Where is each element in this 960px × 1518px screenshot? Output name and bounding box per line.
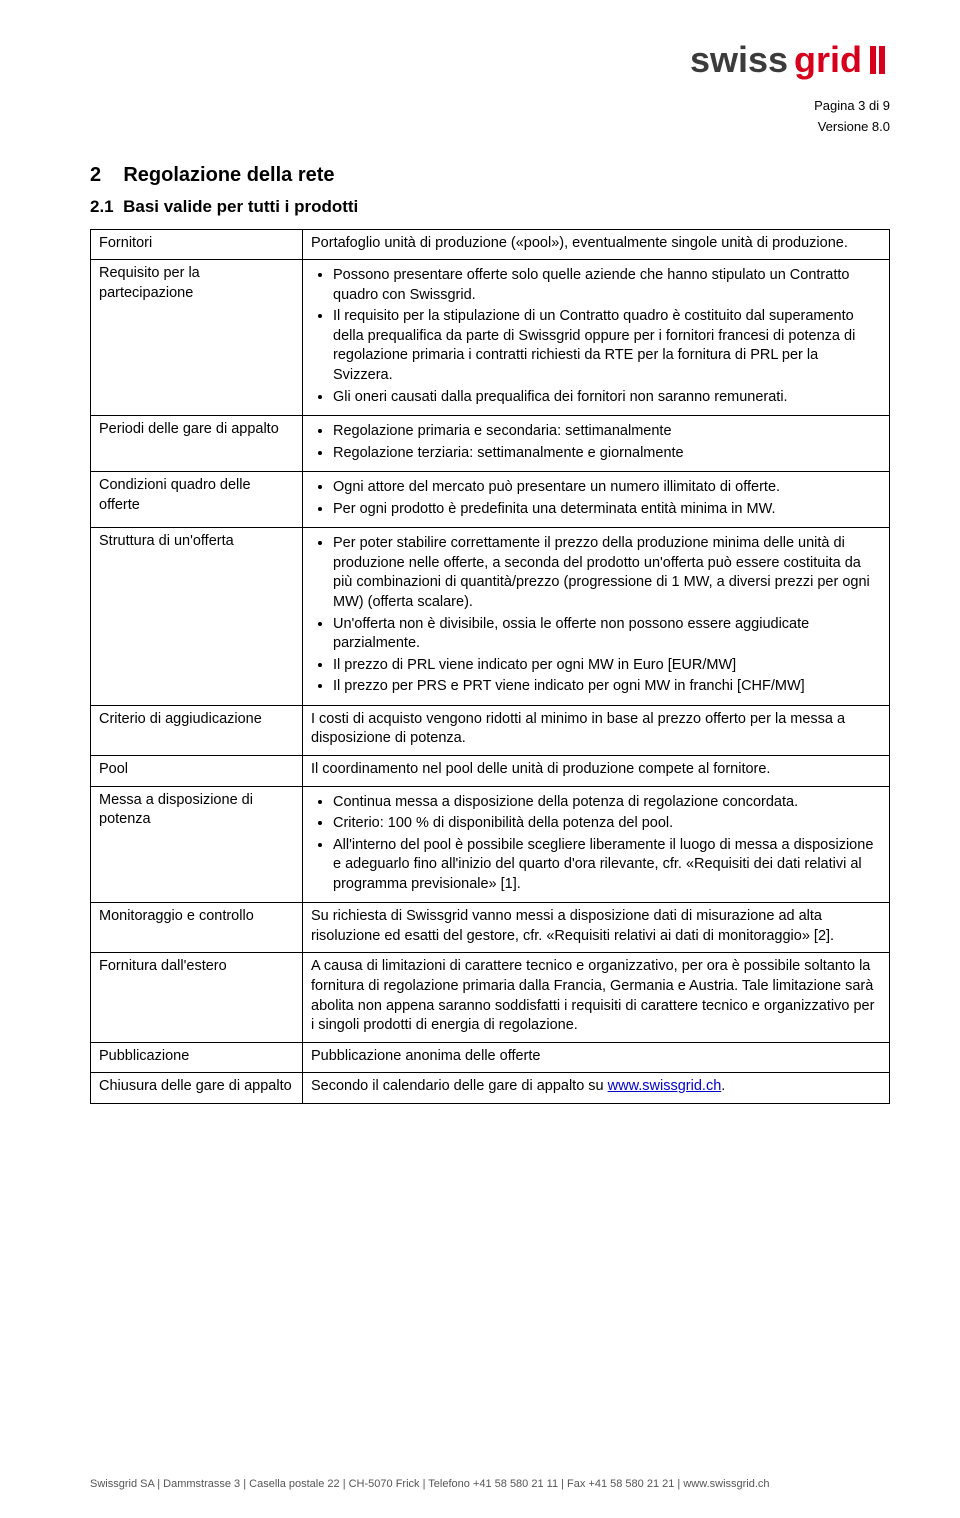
list-item: Regolazione terziaria: settimanalmente e… — [333, 444, 881, 464]
subsection-number: 2.1 — [90, 197, 114, 216]
subsection-heading: 2.1 Basi valide per tutti i prodotti — [90, 197, 890, 217]
table-row: Messa a disposizione di potenza Continua… — [91, 786, 890, 903]
row-label-monitoraggio: Monitoraggio e controllo — [91, 903, 303, 953]
header-logo: swiss grid — [90, 40, 890, 88]
row-label-fornitura: Fornitura dall'estero — [91, 953, 303, 1042]
table-row: Fornitura dall'estero A causa di limitaz… — [91, 953, 890, 1042]
swissgrid-link[interactable]: www.swissgrid.ch — [608, 1078, 722, 1094]
row-label-struttura: Struttura di un'offerta — [91, 528, 303, 706]
row-value-fornitori: Portafoglio unità di produzione («pool»)… — [303, 229, 890, 260]
version-label: Versione 8.0 — [90, 117, 890, 138]
row-value-messa: Continua messa a disposizione della pote… — [303, 786, 890, 903]
table-row: Struttura di un'offerta Per poter stabil… — [91, 528, 890, 706]
table-row: Fornitori Portafoglio unità di produzion… — [91, 229, 890, 260]
svg-text:grid: grid — [794, 40, 862, 80]
list-item: Un'offerta non è divisibile, ossia le of… — [333, 615, 881, 654]
row-label-messa: Messa a disposizione di potenza — [91, 786, 303, 903]
row-value-periodi: Regolazione primaria e secondaria: setti… — [303, 416, 890, 472]
table-row: Periodi delle gare di appalto Regolazion… — [91, 416, 890, 472]
list-item: Il prezzo per PRS e PRT viene indicato p… — [333, 677, 881, 697]
chiusura-text-after: . — [721, 1078, 725, 1094]
list-item: Ogni attore del mercato può presentare u… — [333, 478, 881, 498]
table-row: Monitoraggio e controllo Su richiesta di… — [91, 903, 890, 953]
list-item: All'interno del pool è possibile sceglie… — [333, 836, 881, 895]
list-item: Possono presentare offerte solo quelle a… — [333, 266, 881, 305]
row-value-requisito: Possono presentare offerte solo quelle a… — [303, 260, 890, 416]
row-label-requisito: Requisito per la partecipazione — [91, 260, 303, 416]
row-label-fornitori: Fornitori — [91, 229, 303, 260]
table-row: Chiusura delle gare di appalto Secondo i… — [91, 1073, 890, 1104]
page-meta: Pagina 3 di 9 Versione 8.0 — [90, 96, 890, 138]
table-row: Criterio di aggiudicazione I costi di ac… — [91, 705, 890, 755]
page-number-label: Pagina 3 di 9 — [90, 96, 890, 117]
row-value-pool: Il coordinamento nel pool delle unità di… — [303, 755, 890, 786]
section-title: Regolazione della rete — [123, 164, 334, 186]
section-heading: 2 Regolazione della rete — [90, 164, 890, 187]
section-number: 2 — [90, 164, 101, 186]
list-item: Continua messa a disposizione della pote… — [333, 793, 881, 813]
table-row: Pubblicazione Pubblicazione anonima dell… — [91, 1042, 890, 1073]
table-row: Condizioni quadro delle offerte Ogni att… — [91, 472, 890, 528]
row-value-chiusura: Secondo il calendario delle gare di appa… — [303, 1073, 890, 1104]
list-item: Il prezzo di PRL viene indicato per ogni… — [333, 656, 881, 676]
swissgrid-logo-icon: swiss grid — [690, 40, 890, 84]
list-item: Criterio: 100 % di disponibilità della p… — [333, 814, 881, 834]
page-footer: Swissgrid SA | Dammstrasse 3 | Casella p… — [90, 1478, 890, 1490]
row-label-condizioni: Condizioni quadro delle offerte — [91, 472, 303, 528]
content-table: Fornitori Portafoglio unità di produzion… — [90, 229, 890, 1104]
row-label-chiusura: Chiusura delle gare di appalto — [91, 1073, 303, 1104]
row-value-pubblicazione: Pubblicazione anonima delle offerte — [303, 1042, 890, 1073]
chiusura-text-before: Secondo il calendario delle gare di appa… — [311, 1078, 608, 1094]
row-label-criterio: Criterio di aggiudicazione — [91, 705, 303, 755]
row-value-struttura: Per poter stabilire correttamente il pre… — [303, 528, 890, 706]
table-row: Requisito per la partecipazione Possono … — [91, 260, 890, 416]
list-item: Per ogni prodotto è predefinita una dete… — [333, 500, 881, 520]
row-value-condizioni: Ogni attore del mercato può presentare u… — [303, 472, 890, 528]
row-value-fornitura: A causa di limitazioni di carattere tecn… — [303, 953, 890, 1042]
row-label-pool: Pool — [91, 755, 303, 786]
subsection-title: Basi valide per tutti i prodotti — [123, 197, 358, 216]
list-item: Gli oneri causati dalla prequalifica dei… — [333, 388, 881, 408]
list-item: Regolazione primaria e secondaria: setti… — [333, 422, 881, 442]
table-row: Pool Il coordinamento nel pool delle uni… — [91, 755, 890, 786]
svg-text:swiss: swiss — [690, 40, 788, 80]
row-value-monitoraggio: Su richiesta di Swissgrid vanno messi a … — [303, 903, 890, 953]
row-label-pubblicazione: Pubblicazione — [91, 1042, 303, 1073]
list-item: Per poter stabilire correttamente il pre… — [333, 534, 881, 612]
row-label-periodi: Periodi delle gare di appalto — [91, 416, 303, 472]
list-item: Il requisito per la stipulazione di un C… — [333, 307, 881, 385]
row-value-criterio: I costi di acquisto vengono ridotti al m… — [303, 705, 890, 755]
